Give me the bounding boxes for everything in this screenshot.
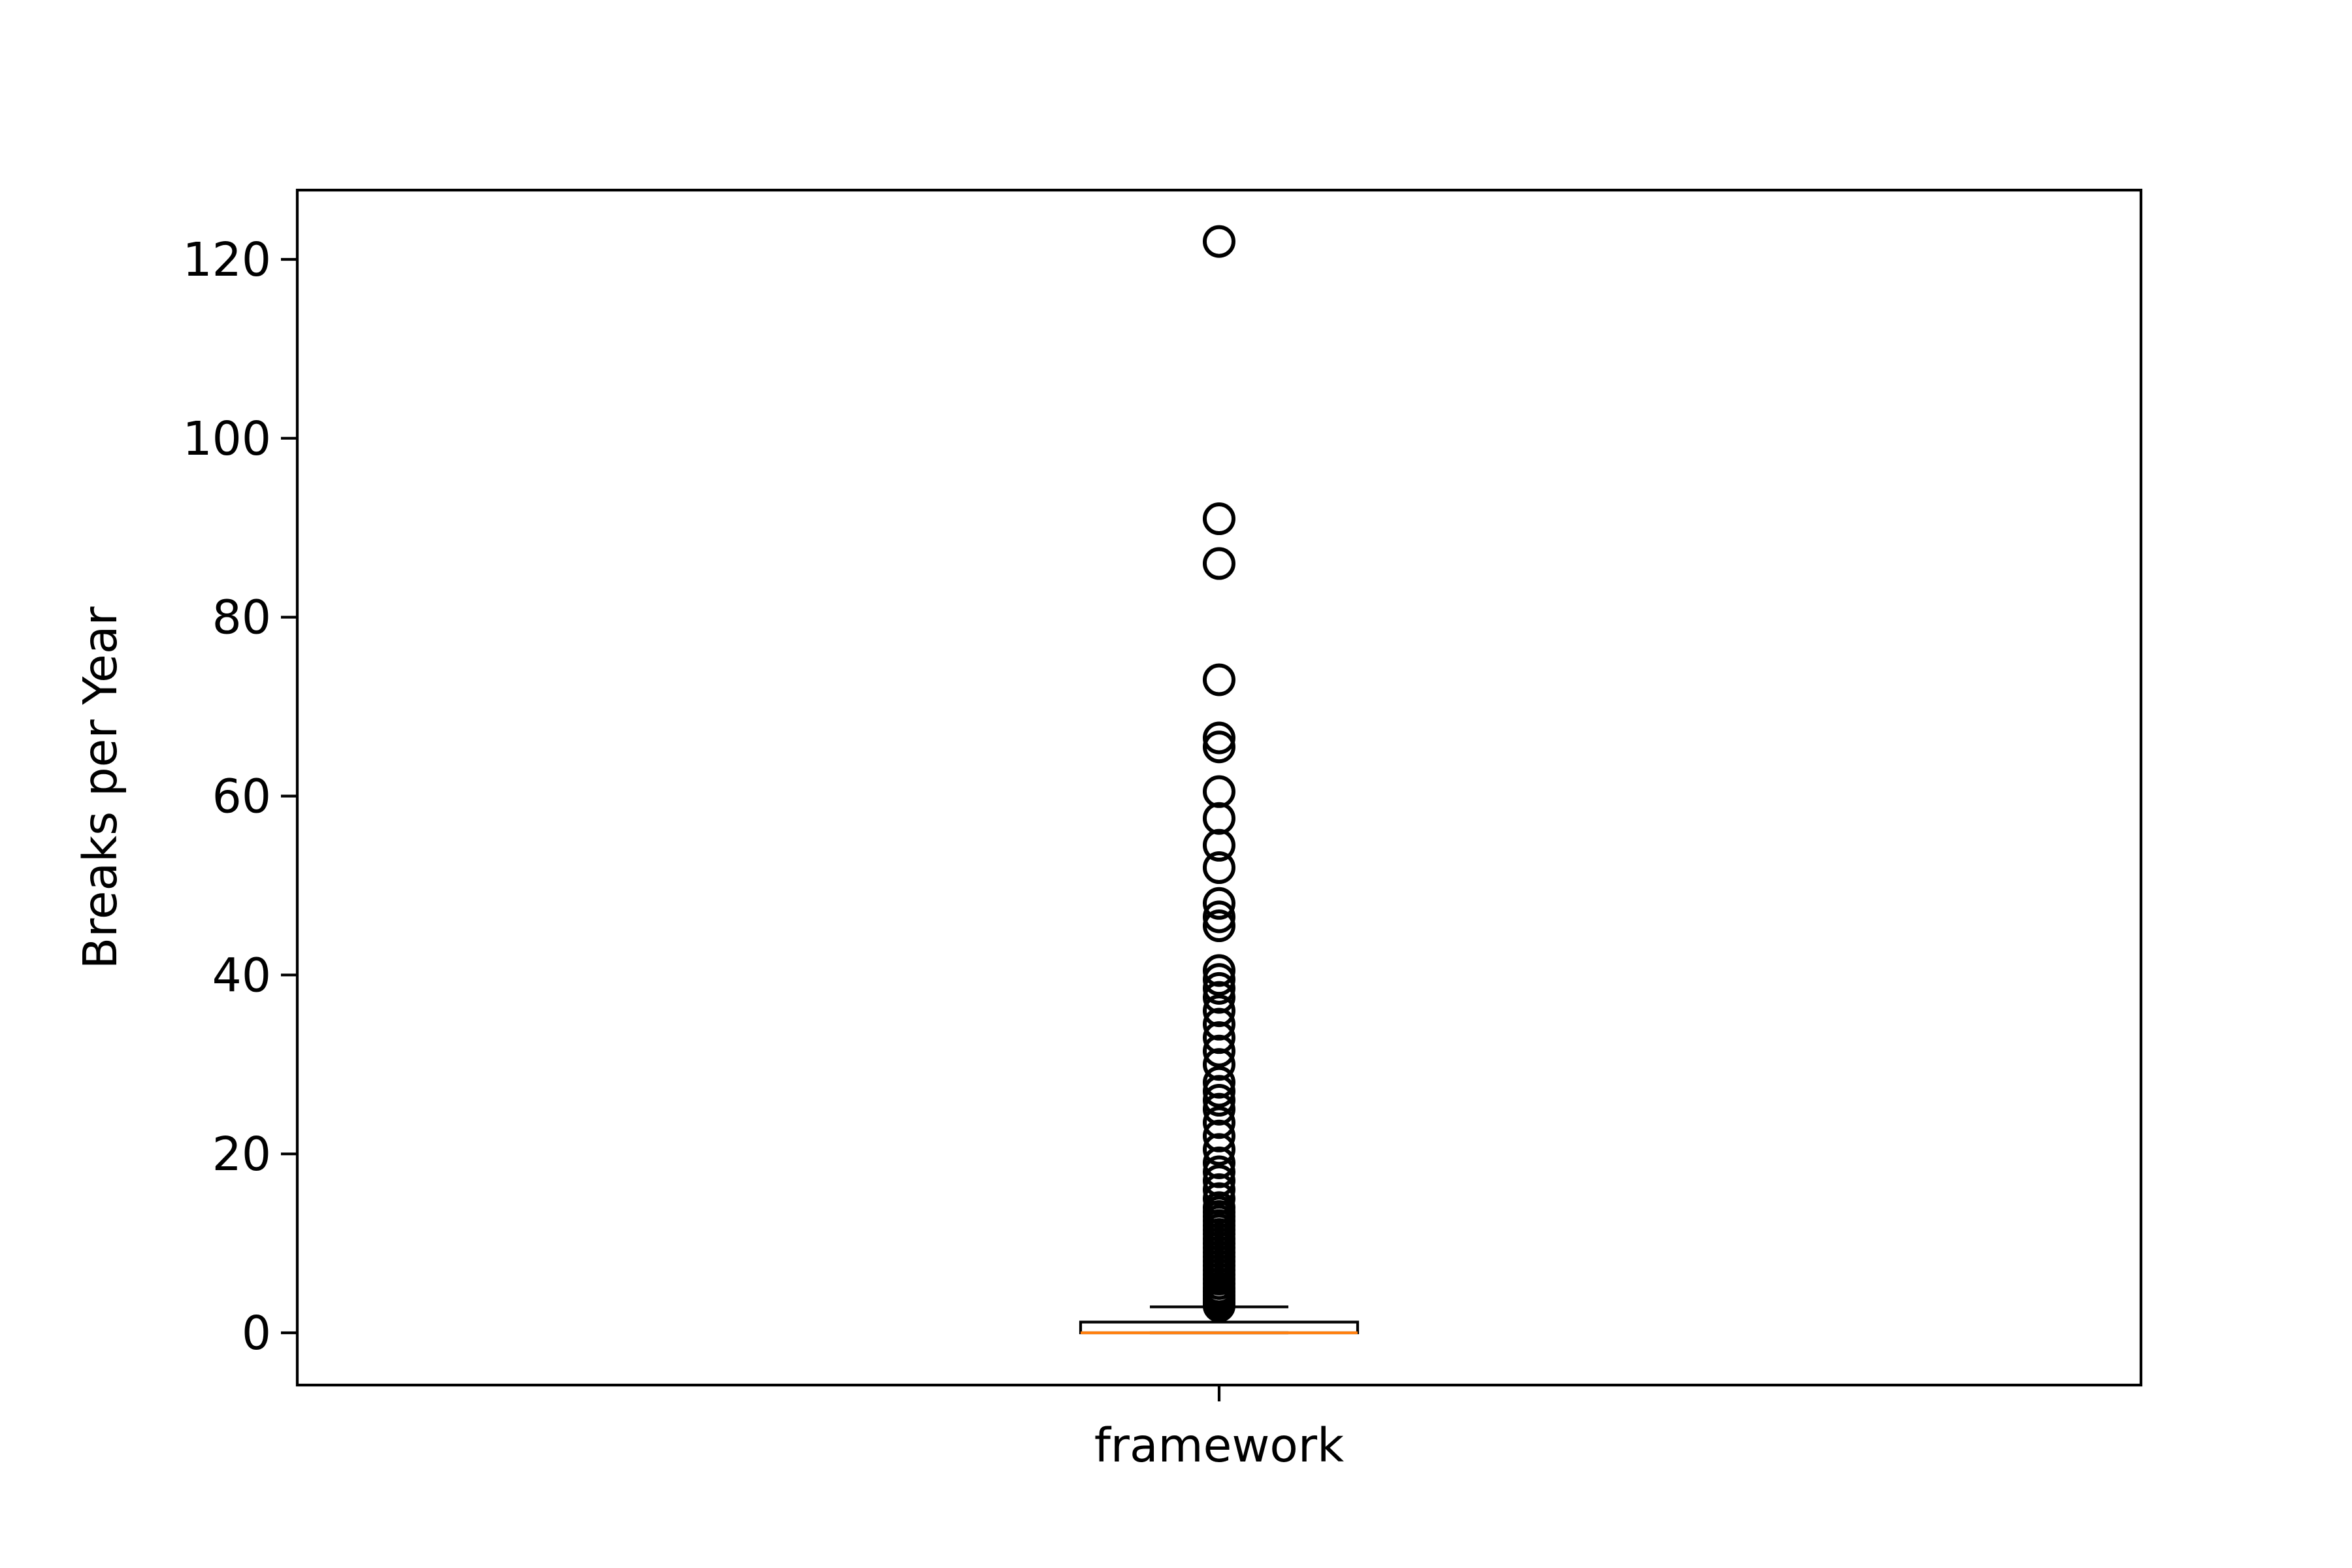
outlier-point <box>1203 502 1235 536</box>
y-axis: 0 20 40 60 80 100 120 <box>182 233 297 1360</box>
outlier-point <box>1203 887 1235 920</box>
outlier-point <box>1203 954 1235 987</box>
outlier-point <box>1203 1164 1235 1198</box>
y-tick-label: 40 <box>212 948 271 1002</box>
x-axis: framework <box>1094 1385 1344 1473</box>
outlier-point <box>1203 900 1235 934</box>
y-tick-label: 100 <box>182 412 271 466</box>
outlier-point <box>1203 909 1235 943</box>
outlier-point <box>1203 547 1235 580</box>
outlier-point <box>1203 963 1235 996</box>
outlier-point <box>1203 721 1235 755</box>
plot-area <box>1079 225 1360 1335</box>
box-group <box>1079 225 1360 1335</box>
y-axis-label: Breaks per Year <box>73 606 127 970</box>
y-tick-label: 60 <box>212 770 271 824</box>
outlier-point <box>1203 972 1235 1005</box>
y-tick-label: 0 <box>242 1306 271 1360</box>
y-tick-label: 120 <box>182 233 271 287</box>
outlier-point <box>1203 663 1235 696</box>
y-tick-label: 80 <box>212 591 271 645</box>
outlier-point <box>1203 1106 1235 1139</box>
outlier-point <box>1203 994 1235 1028</box>
outlier-point <box>1203 1066 1235 1099</box>
x-tick-label: framework <box>1094 1418 1344 1473</box>
outlier-point <box>1203 775 1235 808</box>
outlier-point <box>1203 730 1235 764</box>
outlier-point <box>1203 1084 1235 1117</box>
outlier-point <box>1203 851 1235 885</box>
y-tick-label: 20 <box>212 1127 271 1181</box>
outlier-point <box>1203 1155 1235 1188</box>
outlier-point <box>1203 225 1235 258</box>
